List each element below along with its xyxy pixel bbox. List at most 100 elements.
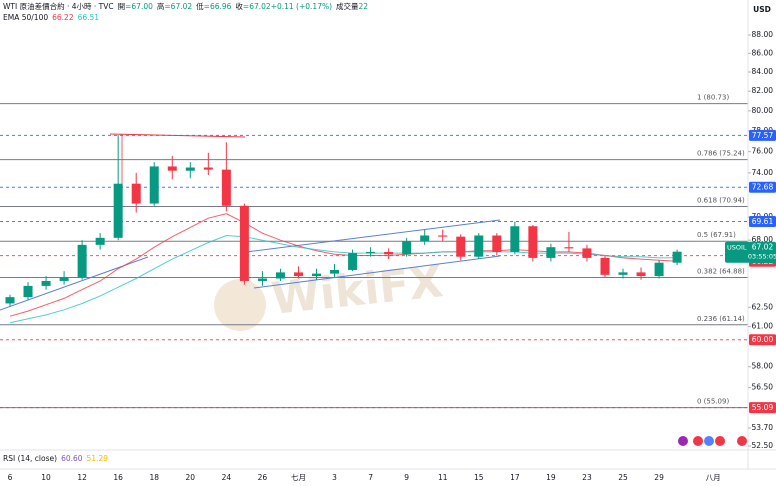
header-key: 高 <box>157 1 165 11</box>
channel-line <box>253 255 501 289</box>
candle-body <box>113 183 123 238</box>
event-icon <box>715 436 725 446</box>
header-value: =67.02 <box>164 2 192 11</box>
header-value: +0.11 (+0.17%) <box>271 2 332 11</box>
price-axis: 88.0086.0084.0082.0080.0078.0076.0074.00… <box>748 30 773 450</box>
candle-body <box>402 241 412 255</box>
fib-label: 0.236 (61.14) <box>697 315 745 323</box>
y-tick-label: 74.00 <box>752 168 774 177</box>
candle-body <box>618 272 628 275</box>
x-tick-label: 19 <box>546 473 556 482</box>
x-tick-label: 24 <box>222 473 232 482</box>
y-tick-label: 56.50 <box>752 383 774 392</box>
last-tag-price: 67.02 <box>752 243 774 252</box>
y-tick-label: 68.00 <box>752 235 774 244</box>
candle-body <box>77 244 87 278</box>
rsi-value: 60.60 <box>61 454 83 463</box>
y-tick-label: 76.00 <box>752 147 774 156</box>
y-tick-label: 80.00 <box>752 106 774 115</box>
header-value: =67.00 <box>125 2 153 11</box>
x-tick-label: 八月 <box>706 473 721 482</box>
candle-body <box>510 226 520 252</box>
event-icon <box>693 436 703 446</box>
event-icons <box>678 436 747 446</box>
x-tick-label: 10 <box>41 473 51 482</box>
candles <box>5 135 682 306</box>
y-tick-label: 61.00 <box>752 322 774 331</box>
last-tag-countdown: 03:55:05 <box>748 253 776 261</box>
candle-body <box>41 280 51 286</box>
ema-label: EMA 50/100 <box>3 13 48 22</box>
y-tick-label: 62.50 <box>752 302 774 311</box>
rsi-label: RSI (14, close) <box>3 454 57 463</box>
price-tag <box>749 129 776 141</box>
fib-label: 0.786 (75.24) <box>697 150 745 158</box>
trend-line <box>109 133 246 138</box>
ema-layer <box>9 213 678 324</box>
candle-body <box>185 167 195 171</box>
y-tick-label: 88.00 <box>752 30 774 39</box>
price-tag <box>749 334 776 346</box>
candle-body <box>239 205 249 281</box>
rsi-legend: RSI (14, close) 60.60 51.29 <box>3 454 108 463</box>
fib-label: 0 (55.09) <box>697 398 729 406</box>
y-tick-label: 82.00 <box>752 86 774 95</box>
ema-line <box>9 213 678 317</box>
price-tag <box>749 181 776 193</box>
ema-line <box>9 234 678 324</box>
y-tick-label: 58.00 <box>752 362 774 371</box>
candle-body <box>492 235 502 252</box>
price-tag <box>749 402 776 414</box>
x-tick-label: 25 <box>618 473 628 482</box>
x-tick-label: 20 <box>186 473 196 482</box>
x-tick-label: 15 <box>474 473 484 482</box>
x-tick-label: 17 <box>510 473 520 482</box>
x-tick-label: 9 <box>404 473 409 482</box>
candle-body <box>23 285 33 298</box>
candle-body <box>59 277 69 281</box>
candle-body <box>257 278 267 281</box>
rsi-value: 51.29 <box>87 454 109 463</box>
candle-body <box>546 247 556 258</box>
candle-body <box>95 237 105 245</box>
candle-body <box>528 226 538 258</box>
price-tags: 77.5772.6869.6166.6960.0055.0966.2266.51… <box>725 129 776 414</box>
header: WTI 原油差價合約 · 4小時 · TVC 開=67.00 高=67.02 低=66… <box>3 1 368 11</box>
x-tick-label: 12 <box>77 473 87 482</box>
candle-body <box>384 251 394 255</box>
last-tag-symbol: USOIL <box>727 244 747 252</box>
x-tick-label: 11 <box>438 473 448 482</box>
candle-body <box>474 235 484 257</box>
x-tick-label: 6 <box>8 473 13 482</box>
event-icon <box>704 436 714 446</box>
candle-body <box>5 297 15 304</box>
candle-body <box>600 257 610 275</box>
candle-body <box>221 169 231 206</box>
y-tick-label: 84.00 <box>752 67 774 76</box>
candle-body <box>564 247 574 249</box>
currency: USD <box>753 5 771 14</box>
symbol: WTI 原油差價合約 · 4小時 · TVC <box>3 1 114 11</box>
price-tag-label: 55.09 <box>752 403 774 412</box>
event-icon <box>678 436 688 446</box>
candle-body <box>293 272 303 277</box>
ema-value: 66.51 <box>78 13 100 22</box>
price-axis-bg <box>748 0 776 470</box>
candle-body <box>348 253 358 270</box>
candle-body <box>654 262 664 277</box>
y-tick-label: 53.70 <box>752 423 774 432</box>
candle-body <box>420 235 430 242</box>
header-key: 低 <box>196 1 204 11</box>
price-tag-label: 60.00 <box>752 335 774 344</box>
fib-label: 0.618 (70.94) <box>697 196 745 204</box>
x-tick-label: 26 <box>258 473 268 482</box>
watermark-logo <box>214 279 266 331</box>
channel-line <box>245 219 501 253</box>
price-tag <box>749 216 776 228</box>
candle-body <box>312 273 322 277</box>
x-tick-label: 23 <box>582 473 592 482</box>
price-tag-label: 72.68 <box>752 183 774 192</box>
header-key: 開 <box>118 2 126 11</box>
candle-body <box>275 272 285 279</box>
